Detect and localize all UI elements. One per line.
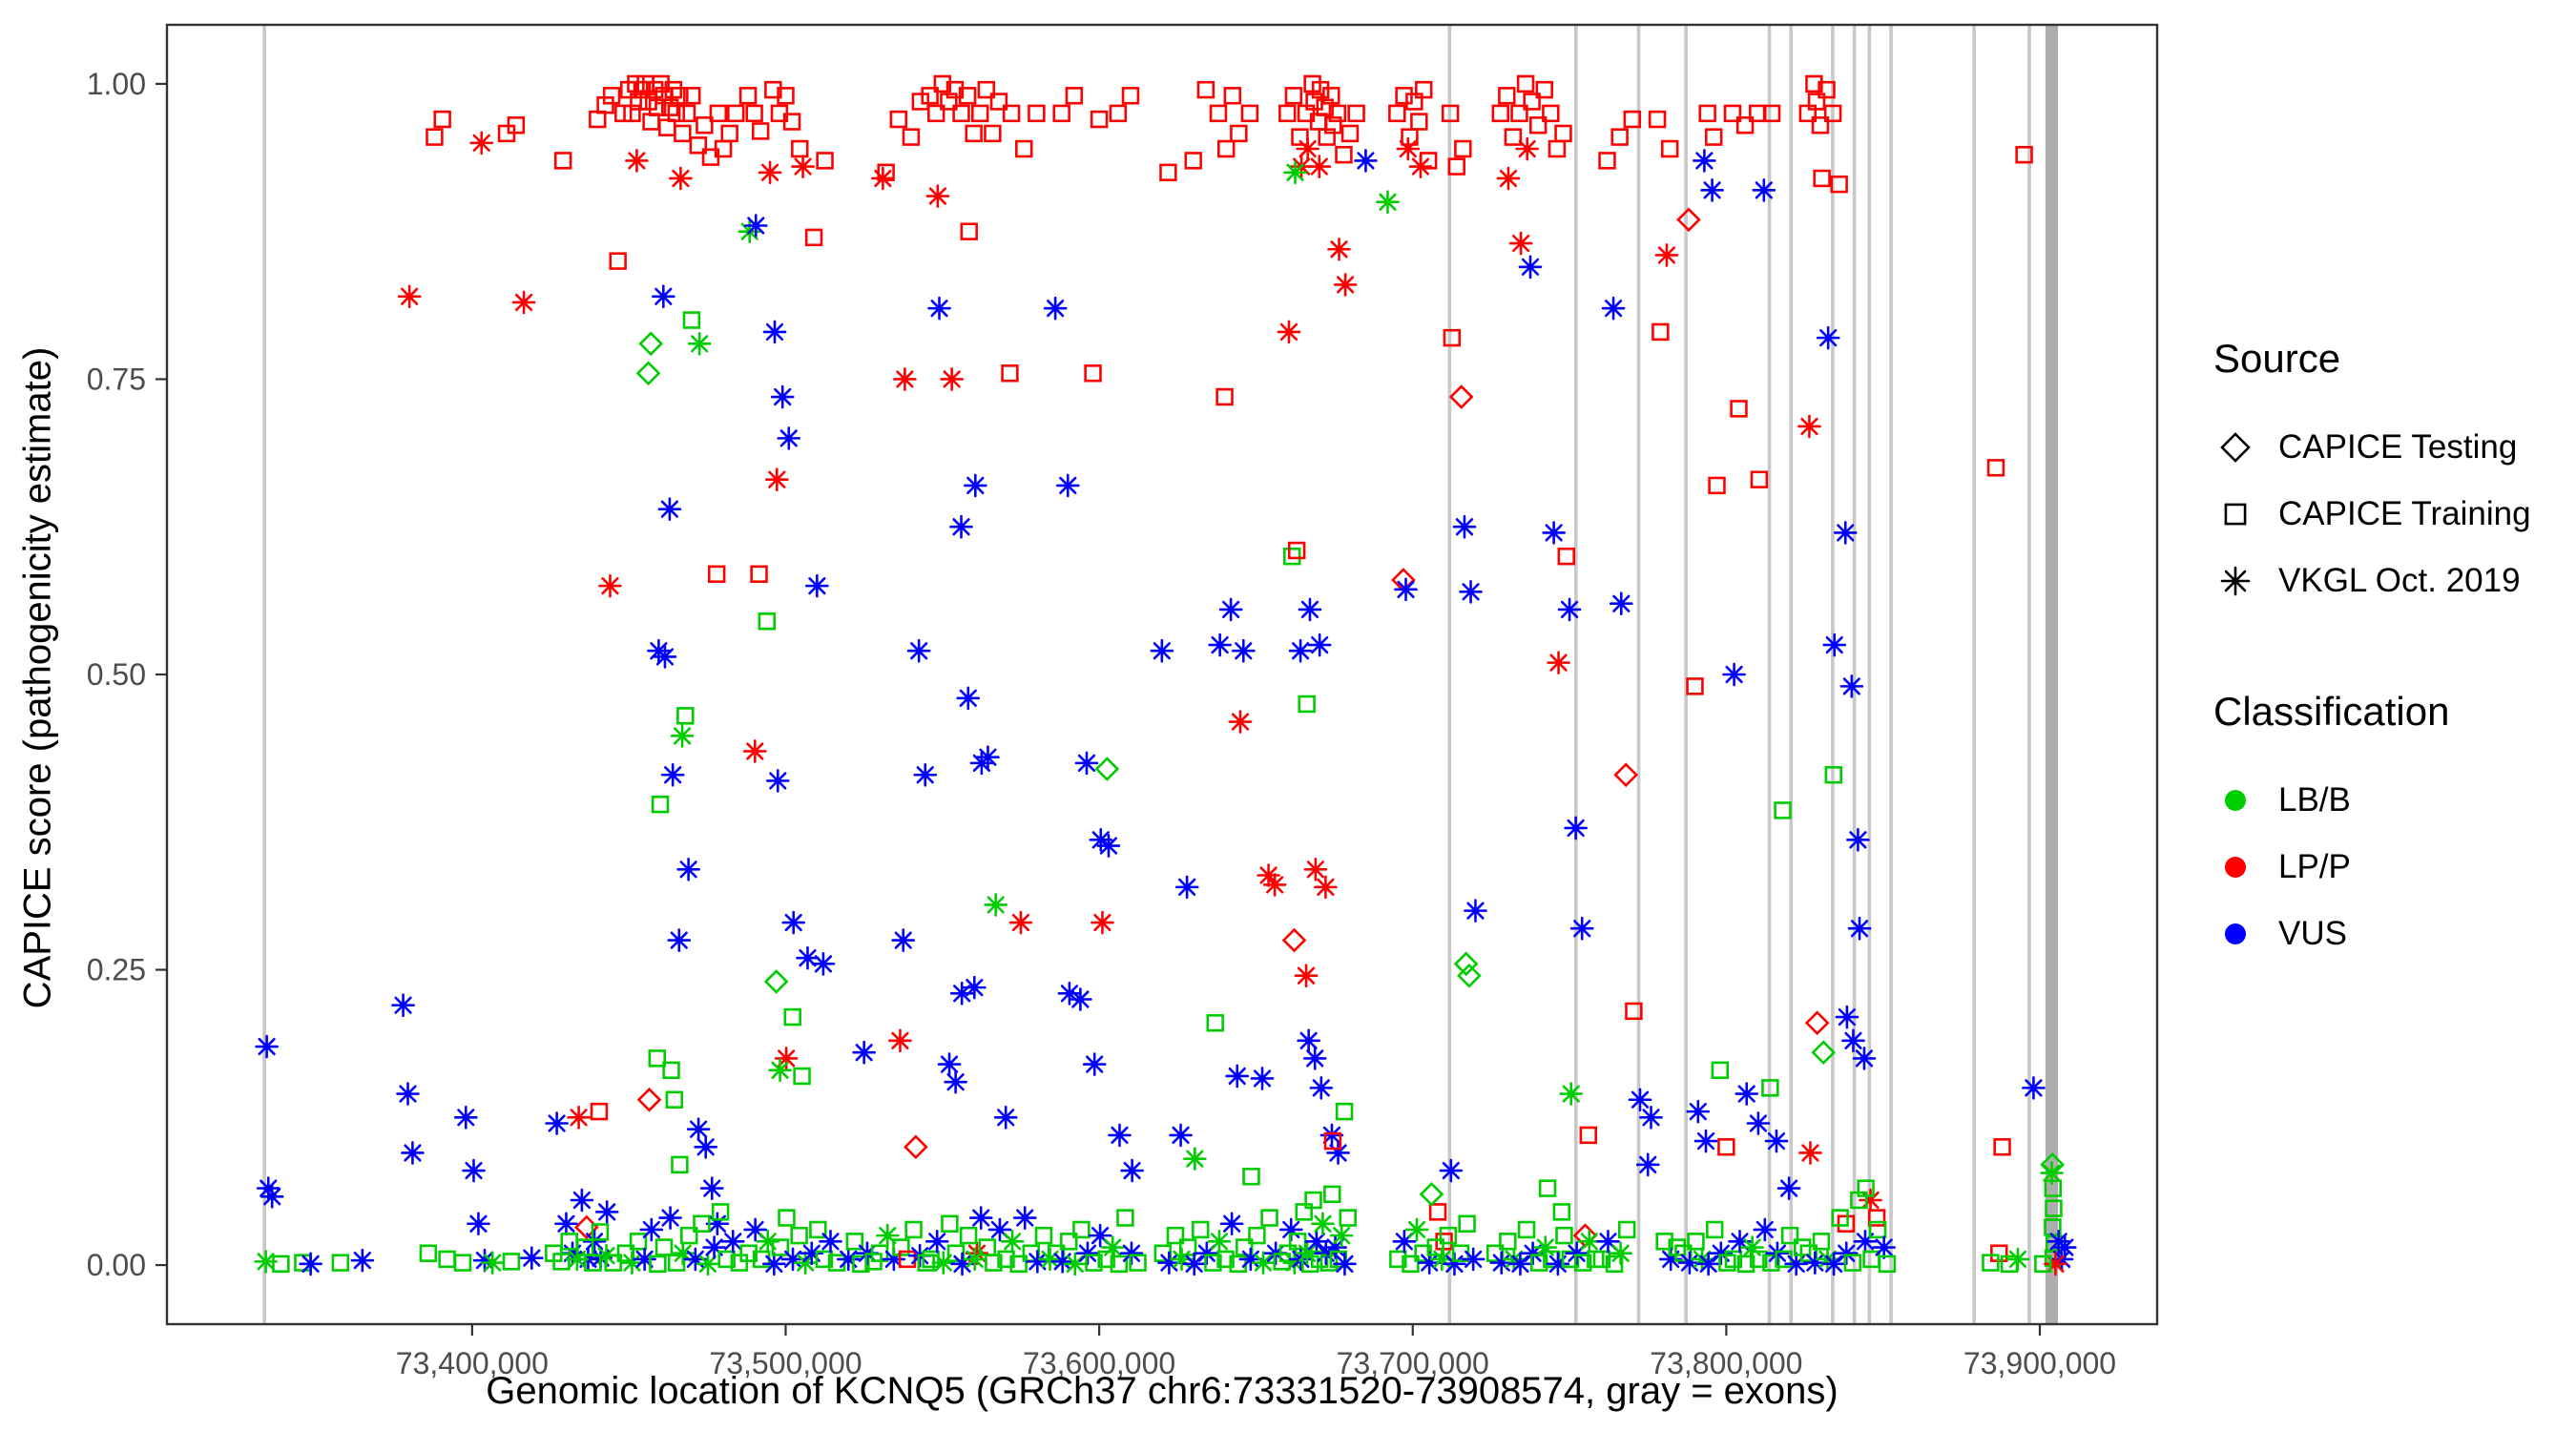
square-icon [2224, 503, 2247, 526]
legend-item-lpp: LP/P [2213, 834, 2351, 901]
svg-text:0.25: 0.25 [87, 953, 146, 987]
legend-item-capice-training: CAPICE Training [2213, 481, 2531, 548]
x-axis-title: Genomic location of KCNQ5 (GRCh37 chr6:7… [486, 1370, 1839, 1412]
svg-text:73,400,000: 73,400,000 [396, 1346, 549, 1380]
svg-text:73,600,000: 73,600,000 [1023, 1346, 1175, 1380]
lpp-color-dot-icon [2225, 857, 2246, 878]
legend-item-label: LB/B [2278, 781, 2351, 819]
diamond-icon [2220, 432, 2251, 463]
legend-item-lbb: LB/B [2213, 767, 2351, 834]
svg-text:73,900,000: 73,900,000 [1963, 1346, 2116, 1380]
legend-item-label: CAPICE Training [2278, 495, 2531, 532]
legend-source-title: Source [2213, 336, 2341, 381]
legend-item-label: VUS [2278, 915, 2347, 952]
legend-item-vus: VUS [2213, 901, 2347, 967]
legend: Source CAPICE Testing CAPICE Training VK… [2213, 336, 2566, 967]
svg-text:0.75: 0.75 [87, 362, 146, 396]
asterisk-icon [2220, 566, 2251, 596]
svg-text:1.00: 1.00 [87, 67, 146, 101]
legend-item-capice-testing: CAPICE Testing [2213, 414, 2517, 481]
svg-text:0.50: 0.50 [87, 657, 146, 692]
svg-text:73,500,000: 73,500,000 [709, 1346, 862, 1380]
y-axis-title: CAPICE score (pathogenicity estimate) [16, 346, 59, 1009]
lbb-color-dot-icon [2225, 790, 2246, 811]
legend-item-label: VKGL Oct. 2019 [2278, 562, 2521, 599]
legend-item-label: CAPICE Testing [2278, 428, 2518, 466]
svg-text:73,700,000: 73,700,000 [1337, 1346, 1489, 1380]
legend-classification-title: Classification [2213, 689, 2450, 734]
legend-item-label: LP/P [2278, 848, 2351, 885]
svg-text:73,800,000: 73,800,000 [1650, 1346, 1802, 1380]
svg-text:0.00: 0.00 [87, 1248, 146, 1282]
vus-color-dot-icon [2225, 923, 2246, 944]
legend-item-vkgl: VKGL Oct. 2019 [2213, 548, 2521, 614]
